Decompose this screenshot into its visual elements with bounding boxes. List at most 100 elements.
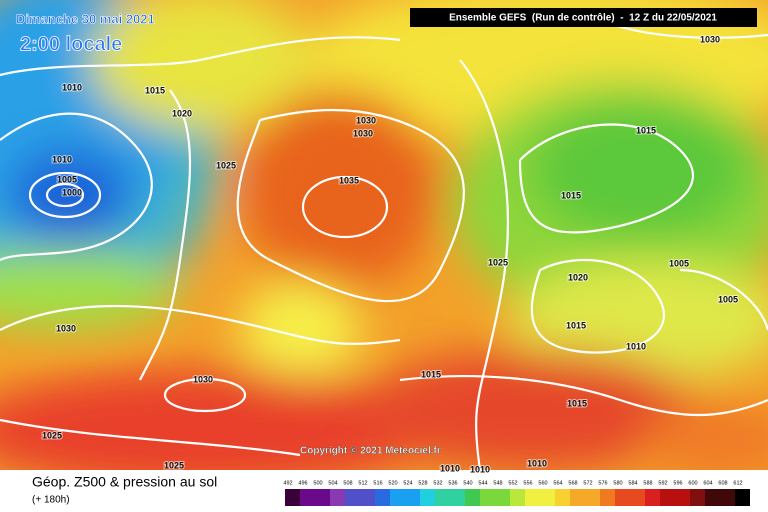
isobar-label: 1015 <box>566 320 586 330</box>
isobar-label: 1030 <box>700 34 720 44</box>
colorbar-label: 544 <box>478 480 487 486</box>
colorbar-swatch <box>465 489 480 506</box>
isobar-labels: 1015 1010 1020 1025 1010 1005 1000 1030 1030 1035… <box>41 33 739 475</box>
isobar-label: 1005 <box>669 258 689 268</box>
colorbar-swatch <box>495 489 510 506</box>
colorbar-swatch <box>600 489 615 506</box>
colorbar-swatch <box>630 489 645 506</box>
isobar-label: 1015 <box>145 85 165 95</box>
colorbar-swatch <box>315 489 330 506</box>
colorbar-swatch <box>675 489 690 506</box>
colorbar-label: 516 <box>373 480 382 486</box>
colorbar-swatch <box>615 489 630 506</box>
colorbar-label: 572 <box>583 480 592 486</box>
colorbar-label: 492 <box>283 480 292 486</box>
isobar-label: 1030 <box>353 128 373 138</box>
colorbar-label: 512 <box>358 480 367 486</box>
colorbar-swatch <box>450 489 465 506</box>
colorbar-swatch <box>645 489 660 506</box>
isobar-label: 1010 <box>440 463 460 473</box>
colorbar-swatch <box>480 489 495 506</box>
colorbar-label: 604 <box>703 480 712 486</box>
model-box <box>410 8 757 27</box>
isobar-label: 1015 <box>561 190 581 200</box>
colorbar-label: 524 <box>403 480 412 486</box>
colorbar-label: 556 <box>523 480 532 486</box>
colorbar-label: 548 <box>493 480 502 486</box>
colorbar-swatch <box>345 489 360 506</box>
colorbar-swatch <box>720 489 735 506</box>
colorbar-label: 612 <box>733 480 742 486</box>
isobar-label: 1005 <box>718 294 738 304</box>
colorbar-swatch <box>285 489 300 506</box>
colorbar-swatch <box>420 489 435 506</box>
isobar-label: 1010 <box>626 341 646 351</box>
forecast-lead: (+ 180h) <box>32 495 70 506</box>
date: Dimanche 30 mai 2021 <box>16 11 155 26</box>
isobar-label: 1030 <box>356 115 376 125</box>
isobar-label: 1010 <box>52 154 72 164</box>
isobar-label: 1015 <box>636 125 656 135</box>
colorbar-label: 564 <box>553 480 562 486</box>
colorbar-label: 536 <box>448 480 457 486</box>
isobars <box>0 18 768 470</box>
colorbar-swatch <box>435 489 450 506</box>
isobar-label: 1030 <box>56 323 76 333</box>
isobar-label: 1010 <box>527 458 547 468</box>
colorbar-label: 528 <box>418 480 427 486</box>
colorbar-label: 540 <box>463 480 472 486</box>
colorbar-label: 504 <box>328 480 337 486</box>
isobar-label: 1035 <box>339 175 359 185</box>
isobar-label: 1015 <box>567 398 587 408</box>
colorbar-label: 508 <box>343 480 352 486</box>
colorbar-label: 580 <box>613 480 622 486</box>
isobar-label: 1000 <box>62 187 82 197</box>
colorbar-label: 552 <box>508 480 517 486</box>
isobar-label: 1025 <box>42 430 62 440</box>
colorbar-label: 600 <box>688 480 697 486</box>
colorbar-label: 608 <box>718 480 727 486</box>
colorbar-label: 496 <box>298 480 307 486</box>
local-time: 2:00 locale <box>20 33 122 55</box>
colorbar-swatch <box>375 489 390 506</box>
isobar-label: 1025 <box>488 257 508 267</box>
colorbar-swatch <box>525 489 540 506</box>
footer-title: Géop. Z500 & pression au sol <box>32 474 217 490</box>
colorbar-label: 588 <box>643 480 652 486</box>
colorbar-swatch <box>360 489 375 506</box>
isobar-label: 1020 <box>172 108 192 118</box>
colorbar-swatch <box>555 489 570 506</box>
isobar-label: 1010 <box>62 82 82 92</box>
colorbar-swatch <box>735 489 750 506</box>
colorbar-swatch <box>690 489 705 506</box>
colorbar-swatch <box>705 489 720 506</box>
colorbar-label: 568 <box>568 480 577 486</box>
model-run: Ensemble GEFS (Run de contrôle) - 12 Z d… <box>449 13 717 24</box>
isobar-label: 1010 <box>470 464 490 474</box>
colorbar-swatch <box>330 489 345 506</box>
colorbar-label: 560 <box>538 480 547 486</box>
isobar-label: 1020 <box>568 272 588 282</box>
colorbar-swatch <box>540 489 555 506</box>
isobar-label: 1030 <box>193 374 213 384</box>
colorbar-swatch <box>660 489 675 506</box>
colorbar-swatch <box>510 489 525 506</box>
colorbar-swatch <box>405 489 420 506</box>
colorbar-label: 520 <box>388 480 397 486</box>
isobar-label: 1025 <box>164 460 184 470</box>
isobar-label: 1025 <box>216 160 236 170</box>
copyright: Copyright © 2021 Meteociel.fr <box>300 446 441 457</box>
colorbar-swatch <box>585 489 600 506</box>
colorbar-label: 584 <box>628 480 637 486</box>
colorbar-swatch <box>570 489 585 506</box>
colorbar-label: 596 <box>673 480 682 486</box>
colorbar-label: 532 <box>433 480 442 486</box>
colorbar-swatch <box>390 489 405 506</box>
isobar-label: 1015 <box>421 369 441 379</box>
colorbar-label: 576 <box>598 480 607 486</box>
isobar-label: 1005 <box>57 174 77 184</box>
colorbar-swatch <box>300 489 315 506</box>
colorbar-label: 592 <box>658 480 667 486</box>
field <box>0 0 768 470</box>
